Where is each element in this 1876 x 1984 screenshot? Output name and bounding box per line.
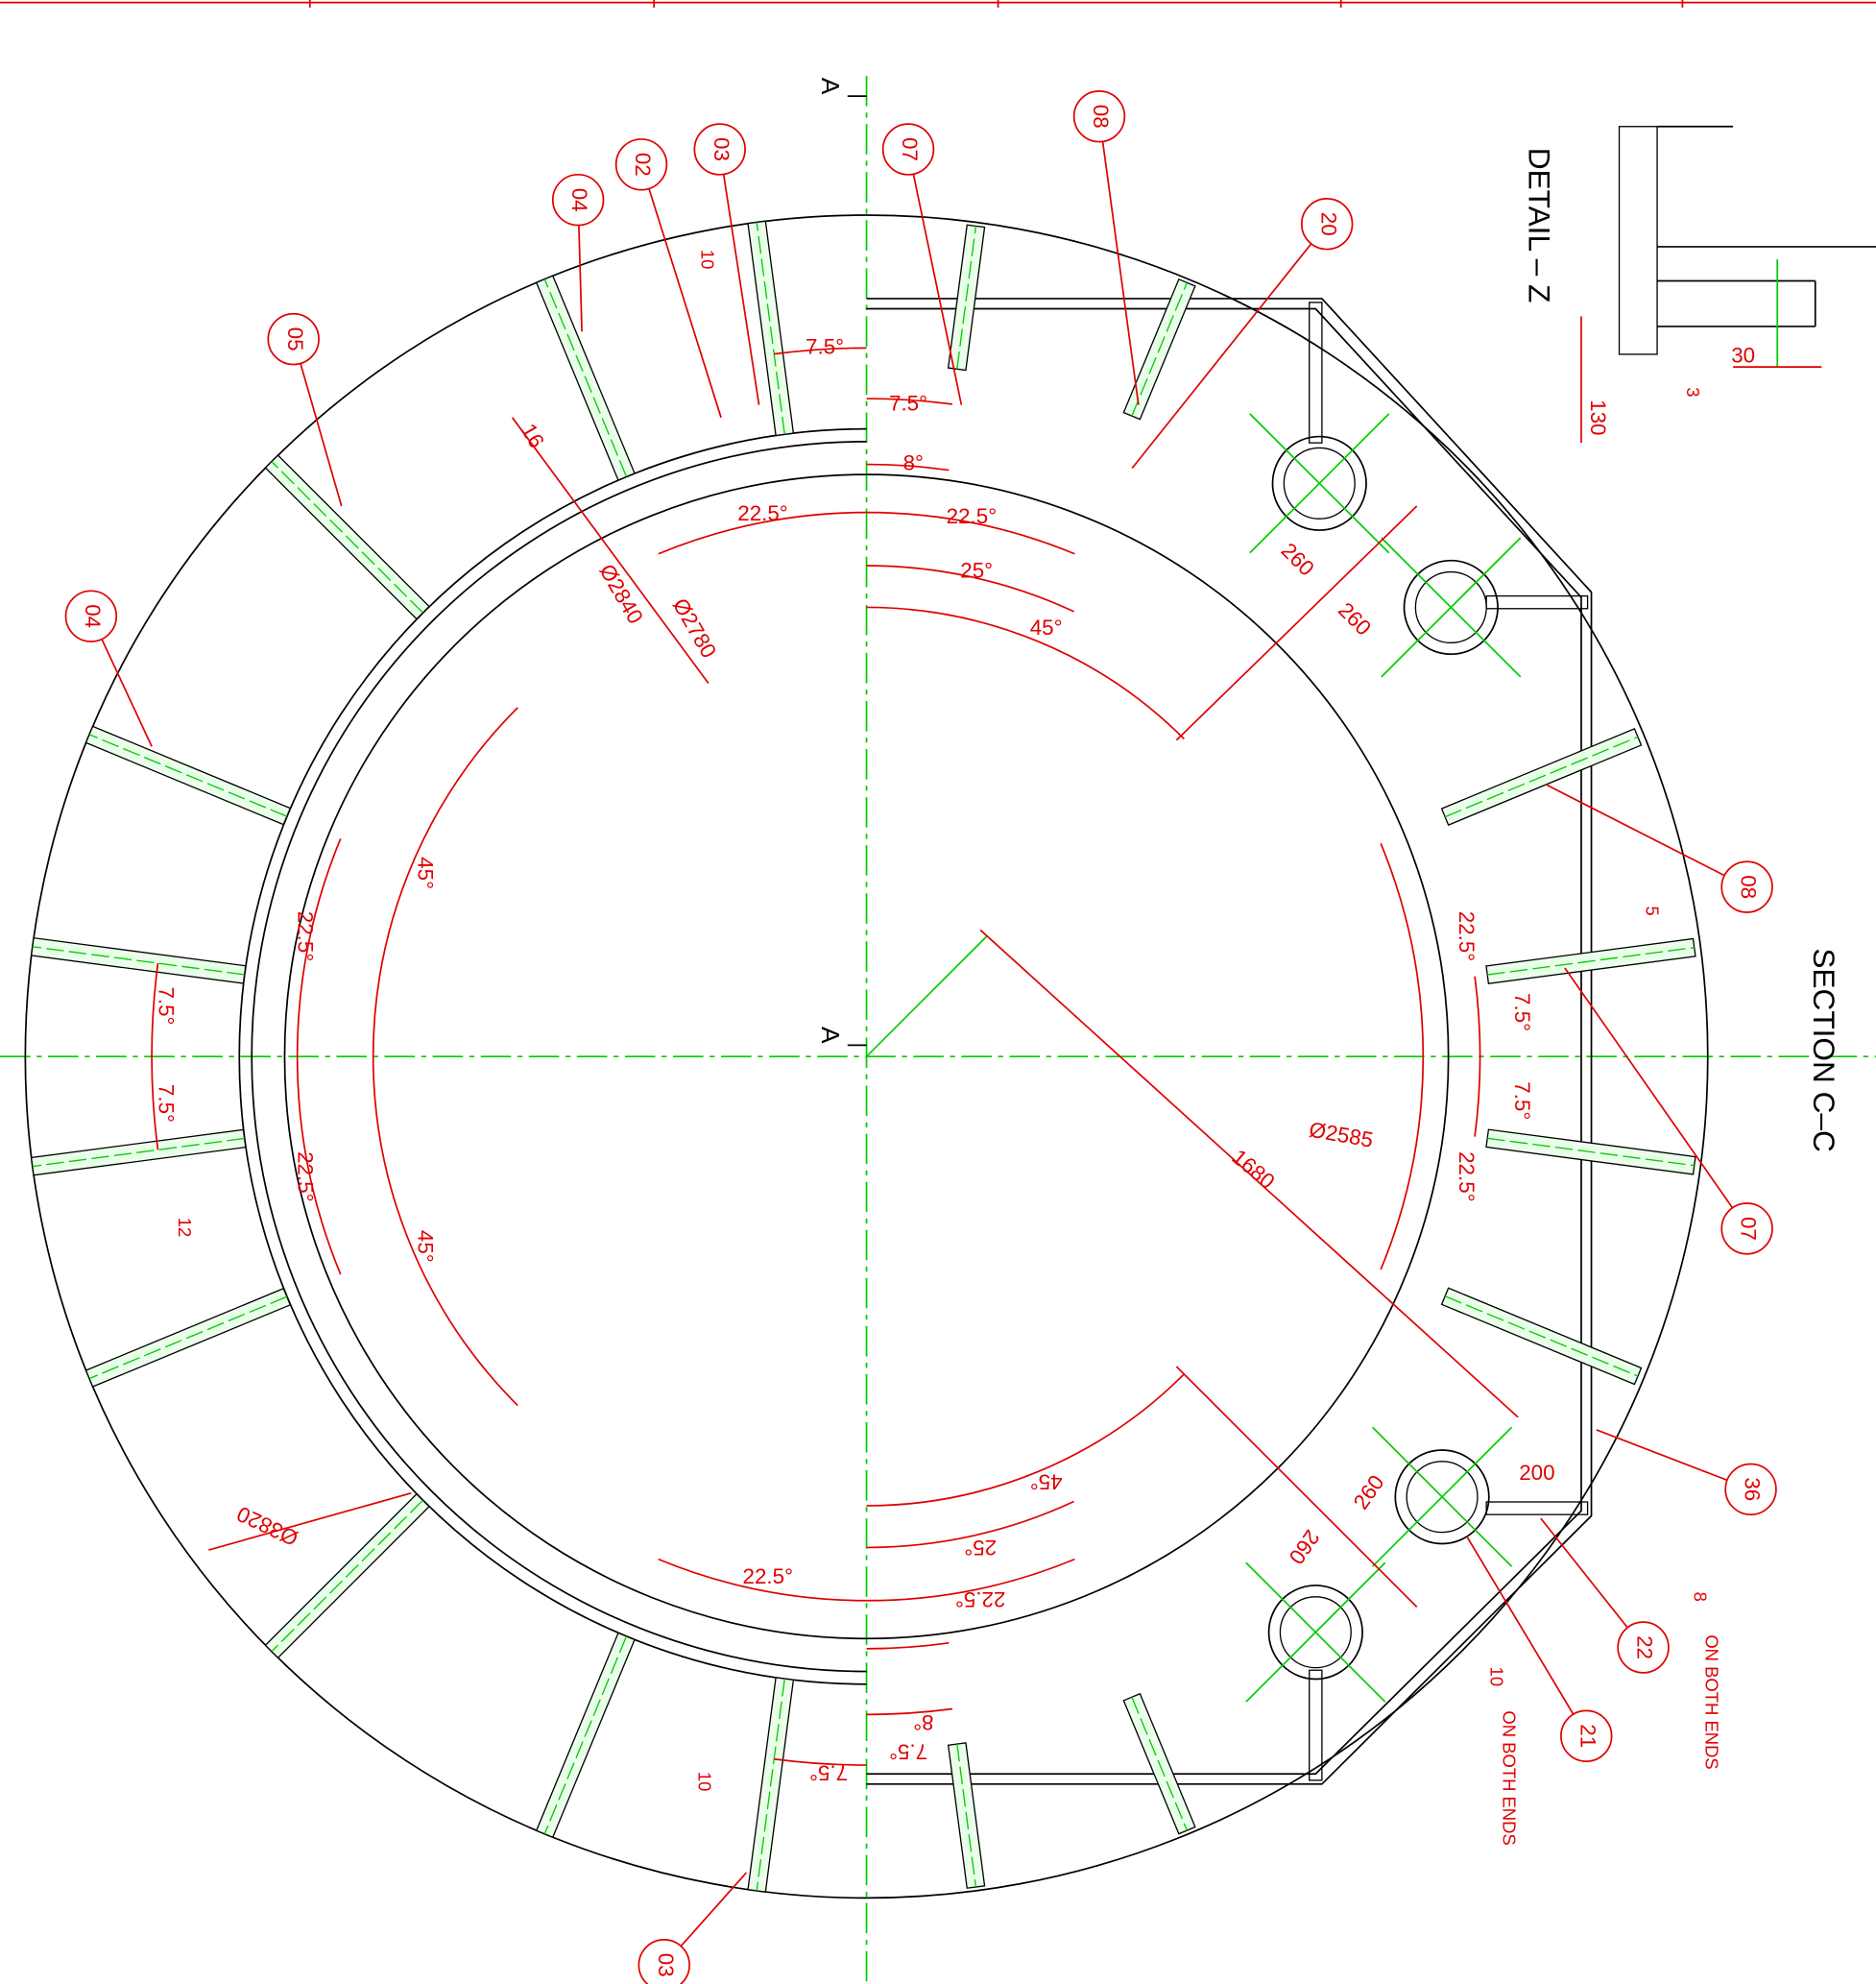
balloon-label: 08	[1089, 105, 1113, 129]
leader-line	[1546, 785, 1746, 887]
linear-dimension: 200	[1519, 1461, 1554, 1485]
leader-line	[908, 149, 961, 404]
angle-dimension: 22.5°	[955, 1587, 1006, 1611]
angle-dimension: 8°	[913, 1710, 933, 1734]
balloon-label: 05	[283, 327, 307, 351]
angle-dimension: 22.5°	[737, 501, 788, 525]
dimension-arc	[867, 1708, 952, 1714]
leader-line	[1467, 1537, 1586, 1736]
section-mark: A	[816, 1027, 845, 1044]
leader-line	[641, 164, 721, 418]
section-mark: A	[816, 78, 845, 95]
stiffener	[1123, 279, 1195, 420]
angle-dimension: 7.5°	[1510, 993, 1534, 1031]
weld-symbol: 10	[1487, 1667, 1507, 1687]
linear-dimension: 30	[1731, 343, 1755, 367]
angle-dimension: 45°	[1030, 1470, 1063, 1494]
dimension-arc	[1381, 843, 1423, 1056]
pipe-support	[1310, 302, 1322, 443]
stiffener	[537, 276, 635, 480]
stiffener	[86, 1289, 291, 1387]
balloon-label: 03	[710, 137, 734, 161]
balloon-label: 07	[898, 137, 922, 161]
drawing: 03 07 08 02 04 05 20 04 08 07 36 22 21 03 7.5° 7.5° 8° 22…	[0, 0, 1876, 1984]
stiffener	[949, 1743, 985, 1888]
weld-symbol: 8	[1691, 1592, 1711, 1602]
stiffener	[949, 225, 985, 370]
angle-dimension: 22.5°	[293, 911, 317, 962]
linear-dimension: 16	[517, 420, 549, 452]
angle-dimension: 25°	[964, 1536, 997, 1560]
stiffener	[32, 1129, 246, 1174]
angle-dimension: 7.5°	[809, 1761, 848, 1785]
angle-dimension: 7.5°	[154, 986, 178, 1025]
weld-note: ON BOTH ENDS	[1702, 1634, 1722, 1769]
linear-dimension: 130	[1586, 399, 1610, 435]
angle-dimension: 8°	[903, 450, 924, 474]
balloon-label: 36	[1741, 1477, 1765, 1501]
balloon-label: 03	[654, 1953, 678, 1977]
angle-dimension: 7.5°	[154, 1084, 178, 1123]
stiffener	[1442, 1288, 1642, 1384]
balloon-label: 02	[631, 153, 655, 177]
balloon-label: 07	[1737, 1217, 1761, 1241]
weld-note: ON BOTH ENDS	[1500, 1710, 1520, 1845]
weld-symbol: 10	[697, 250, 717, 270]
weld-symbol: 10	[695, 1772, 715, 1792]
balloon-label: 04	[81, 604, 105, 628]
linear-dimension: Ø2840	[594, 560, 647, 628]
stiffener	[537, 1633, 635, 1837]
pipe-support	[1310, 1670, 1322, 1780]
angle-dimension: 7.5°	[1510, 1081, 1534, 1120]
balloon-label: 04	[567, 188, 591, 212]
angle-dimension: 45°	[413, 857, 437, 889]
linear-dimension: Ø2780	[668, 594, 721, 663]
angle-dimension: 45°	[413, 1230, 437, 1263]
dimension-arc	[1475, 977, 1479, 1137]
dimension-arc	[867, 607, 1185, 738]
linear-dimension: 260	[1349, 1470, 1389, 1513]
angle-dimension: 22.5°	[743, 1564, 794, 1588]
balloon-label: 20	[1316, 212, 1340, 236]
balloon-label: 21	[1575, 1724, 1599, 1748]
balloon-label: 22	[1633, 1635, 1657, 1659]
center-line	[867, 936, 987, 1056]
stiffener	[1123, 1694, 1195, 1834]
leader-line	[1099, 116, 1139, 404]
linear-dimension: 1680	[1227, 1145, 1279, 1194]
linear-dimension: 260	[1277, 539, 1319, 581]
stiffener	[748, 221, 793, 435]
balloon-label: 08	[1737, 875, 1761, 899]
linear-dimension: 260	[1284, 1526, 1324, 1569]
angle-dimension: 22.5°	[1455, 1151, 1479, 1202]
linear-dimension: Ø3820	[233, 1502, 301, 1551]
leader-line	[720, 149, 759, 404]
detail-wall	[1620, 127, 1658, 354]
angle-dimension: 45°	[1030, 616, 1063, 640]
dimension-arc	[867, 1374, 1185, 1506]
angle-dimension: 22.5°	[1455, 911, 1479, 962]
linear-dimension: Ø2585	[1308, 1118, 1376, 1152]
detail-title: DETAIL – Z	[1523, 148, 1557, 303]
weld-symbol: 5	[1643, 907, 1663, 916]
angle-dimension: 25°	[960, 558, 993, 582]
linear-dimension: 260	[1334, 597, 1376, 640]
stiffener	[265, 455, 428, 618]
stiffener	[1442, 729, 1642, 825]
stiffener	[86, 726, 291, 824]
section-title: SECTION C–C	[1807, 948, 1841, 1152]
weld-symbol: 12	[175, 1218, 195, 1238]
stiffener	[265, 1494, 428, 1657]
stiffener	[32, 938, 246, 983]
angle-dimension: 7.5°	[806, 334, 844, 358]
angle-dimension: 22.5°	[947, 504, 998, 528]
dimension-arc	[867, 1643, 950, 1649]
dimension-arc	[1381, 1056, 1423, 1270]
angle-dimension: 7.5°	[889, 392, 927, 416]
weld-symbol: 3	[1683, 387, 1703, 397]
pipe-support	[1486, 1502, 1587, 1514]
stiffener	[748, 1678, 793, 1892]
angle-dimension: 22.5°	[293, 1151, 317, 1202]
angle-dimension: 7.5°	[889, 1739, 927, 1763]
